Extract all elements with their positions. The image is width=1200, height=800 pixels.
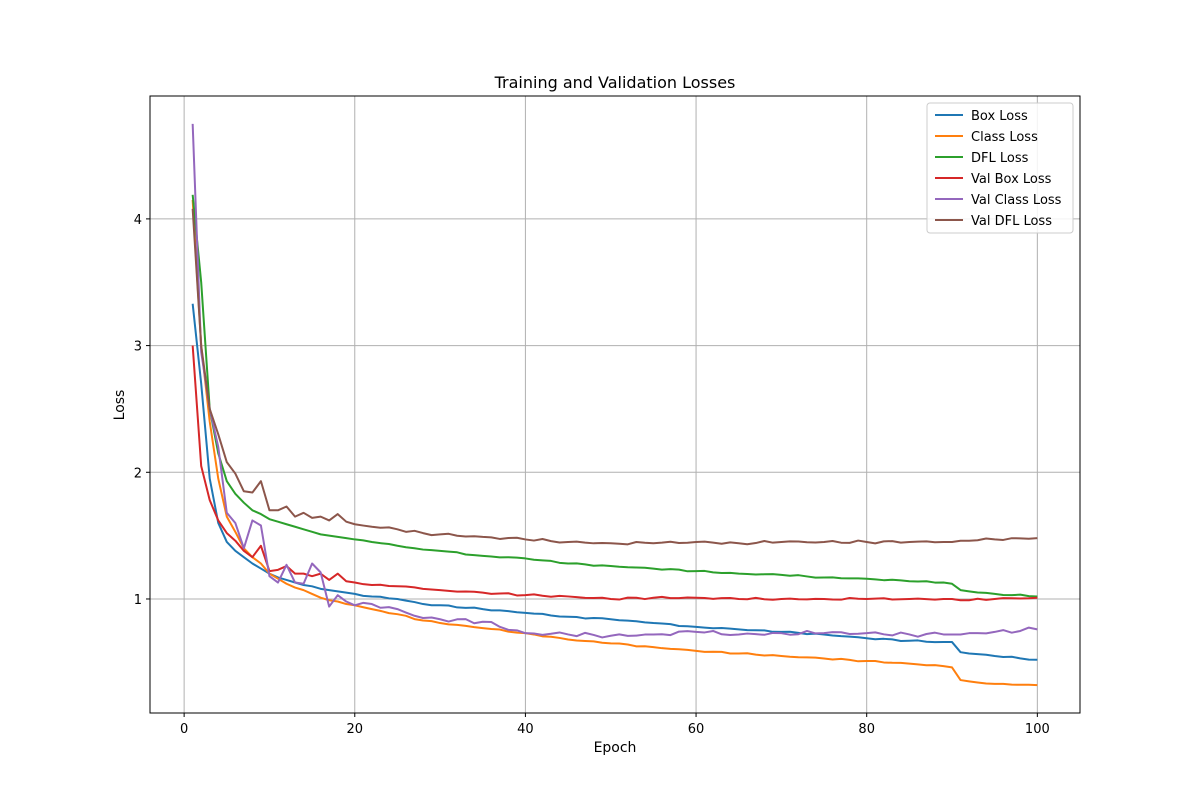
legend-label: Val Class Loss [971, 193, 1062, 208]
x-tick-label: 0 [180, 722, 188, 737]
x-axis-label: Epoch [594, 740, 637, 756]
series-line [191, 303, 1038, 661]
legend-label: Val DFL Loss [971, 214, 1052, 229]
chart-title: Training and Validation Losses [494, 73, 736, 92]
y-tick-label: 3 [134, 340, 142, 355]
series-line [191, 208, 1038, 546]
legend-label: Val Box Loss [971, 172, 1052, 187]
x-tick-label: 80 [858, 722, 875, 737]
y-tick-label: 2 [134, 466, 142, 481]
x-tick-label: 40 [517, 722, 534, 737]
x-tick-label: 100 [1025, 722, 1050, 737]
legend-box [926, 102, 1074, 234]
x-tick-label: 60 [688, 722, 705, 737]
series-line [191, 123, 1038, 639]
axis-ticks: 0 20 40 60 80 100 1 2 3 4 [134, 213, 1050, 737]
series-lines [191, 123, 1038, 687]
y-tick-label: 4 [134, 213, 142, 228]
legend: Box Loss Class Loss DFL Loss Val Box Loss Va… [926, 102, 1074, 234]
y-axis-label: Loss [112, 390, 128, 421]
y-tick-label: 1 [134, 593, 142, 608]
legend-label: Class Loss [971, 130, 1038, 145]
legend-label: Box Loss [971, 109, 1028, 124]
series-line [191, 345, 1038, 602]
x-tick-label: 20 [346, 722, 363, 737]
series-line [191, 194, 1038, 598]
legend-label: DFL Loss [971, 151, 1029, 166]
plot-frame [149, 95, 1081, 714]
